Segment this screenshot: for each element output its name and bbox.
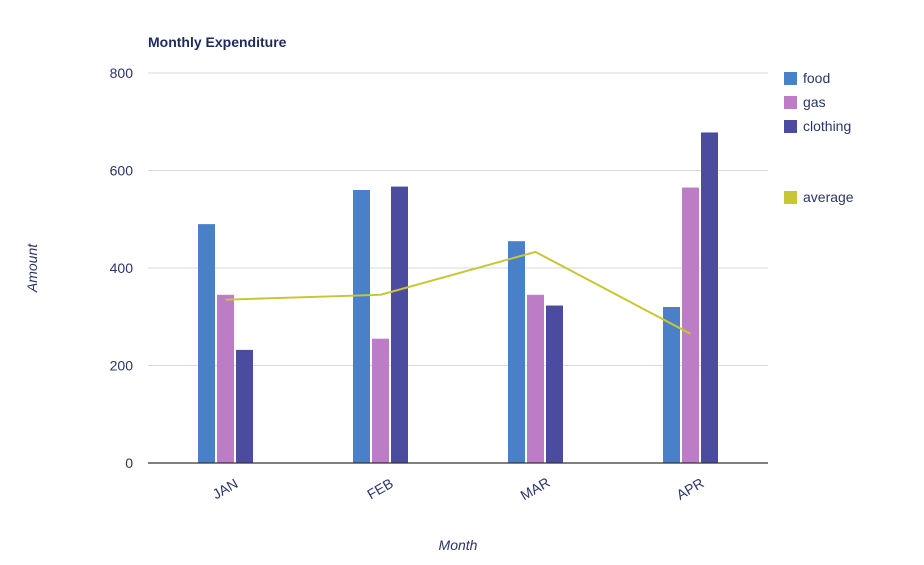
- legend-label-gas: gas: [803, 94, 826, 110]
- y-axis-ticks: 0 200 400 600 800: [110, 65, 134, 471]
- chart-title: Monthly Expenditure: [148, 34, 287, 50]
- legend-label-average: average: [803, 189, 854, 205]
- bar-food-mar: [508, 241, 525, 463]
- y-tick-label: 200: [110, 358, 134, 374]
- x-tick-label: APR: [674, 475, 707, 503]
- legend-swatch-food: [784, 72, 797, 85]
- bar-food-feb: [353, 190, 370, 463]
- y-axis-title: Amount: [24, 243, 40, 293]
- bar-gas-jan: [217, 294, 234, 463]
- x-tick-label: JAN: [210, 475, 241, 502]
- bar-gas-mar: [527, 294, 544, 463]
- bar-clothing-mar: [546, 305, 563, 463]
- x-axis-ticks: JAN FEB MAR APR: [210, 474, 707, 503]
- bar-gas-apr: [682, 187, 699, 463]
- y-tick-label: 800: [110, 65, 134, 81]
- legend-label-clothing: clothing: [803, 118, 851, 134]
- x-tick-label: FEB: [364, 475, 396, 502]
- bar-gas-feb: [372, 338, 389, 463]
- x-axis-title: Month: [439, 537, 478, 553]
- bar-clothing-apr: [701, 132, 718, 463]
- legend: food gas clothing average: [784, 70, 854, 205]
- y-tick-label: 600: [110, 163, 134, 179]
- bars: [198, 132, 718, 463]
- bar-clothing-feb: [391, 186, 408, 463]
- y-tick-label: 400: [110, 260, 134, 276]
- y-tick-label: 0: [125, 455, 133, 471]
- x-tick-label: MAR: [518, 474, 553, 503]
- average-line: [225, 250, 691, 335]
- legend-swatch-clothing: [784, 120, 797, 133]
- legend-swatch-average: [784, 191, 797, 204]
- average-line-group: [225, 250, 691, 335]
- legend-swatch-gas: [784, 96, 797, 109]
- bar-food-apr: [663, 307, 680, 463]
- legend-label-food: food: [803, 70, 830, 86]
- bar-food-jan: [198, 224, 215, 463]
- bar-clothing-jan: [236, 349, 253, 463]
